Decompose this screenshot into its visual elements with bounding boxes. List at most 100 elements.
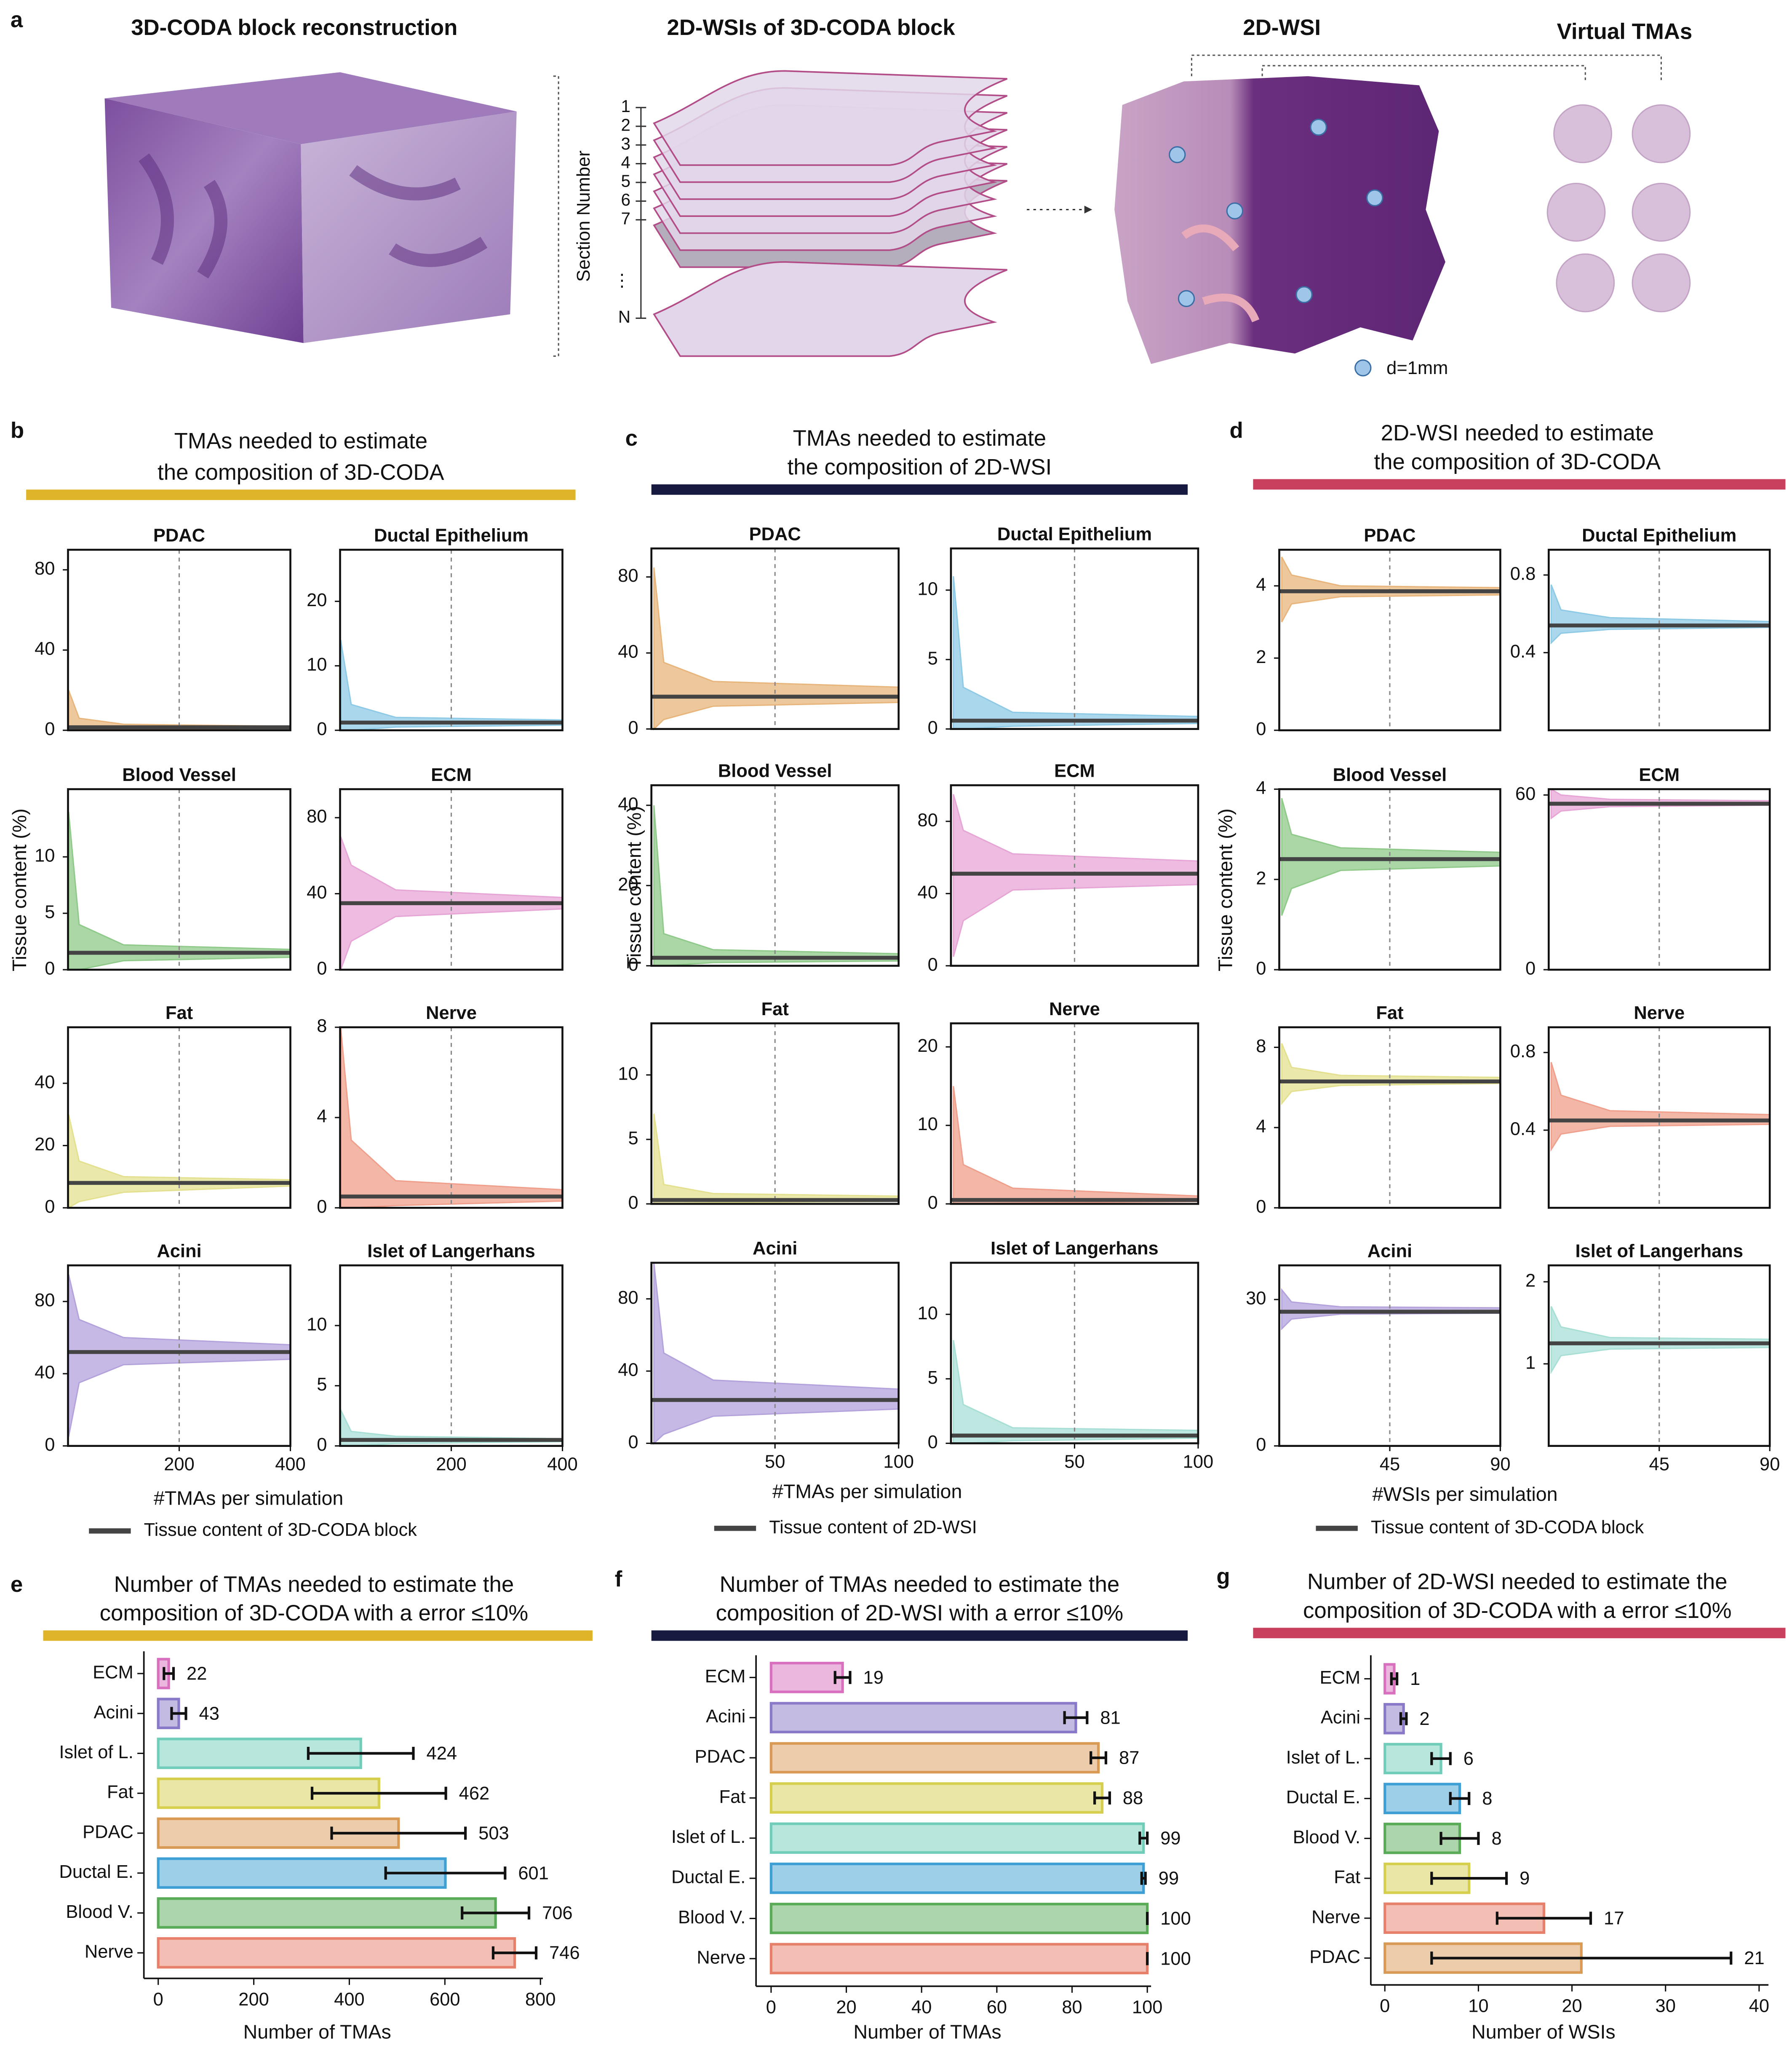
x-tick-label: 100 [1183,1452,1214,1472]
y-tick-label: 5 [45,902,55,922]
y-tick-label: 0 [928,1432,938,1452]
y-tick-label: Fat [1334,1867,1360,1888]
y-tick-label: 0 [1256,959,1266,979]
value-label: 88 [1123,1788,1143,1808]
simulation-band [1550,584,1771,645]
x-axis-label: Number of WSIs [1472,2021,1616,2043]
subplot-frame [67,788,291,971]
x-tick-label: 40 [911,1997,932,2018]
arrow-head [1084,206,1092,214]
y-tick-label: ECM [93,1663,134,1683]
x-tick-label: 40 [1749,1996,1769,2016]
y-tick-label: 20 [307,590,327,610]
bar [769,1782,1104,1814]
subplot-title: Islet of Langerhans [1575,1241,1743,1261]
subplot-frame [1547,1026,1771,1209]
subplot-title: PDAC [153,526,205,546]
y-tick-label: Acini [706,1706,745,1727]
chart-title: the composition of 2D-WSI [788,455,1052,480]
value-label: 100 [1160,1949,1191,1969]
subplot-title: Ductal Epithelium [374,526,529,546]
y-axis-label: Tissue content (%) [623,806,645,969]
subplot-frame [67,1026,291,1209]
y-tick-label: 10 [307,655,327,675]
x-tick-label: 100 [883,1452,914,1472]
y-tick-label: 0 [317,1197,327,1217]
y-tick-label: 10 [618,1064,638,1084]
bracket [553,75,559,357]
chart-title: the composition of 3D-CODA [1374,449,1661,474]
x-axis-label: #TMAs per simulation [772,1481,962,1503]
x-tick-label: 50 [765,1452,785,1472]
bar [769,1903,1149,1934]
y-tick-label: Nerve [697,1947,745,1968]
y-tick-label: 1 [1525,1353,1536,1373]
chart-title: Number of TMAs needed to estimate the [114,1572,514,1597]
y-tick-label: 0.4 [1510,642,1536,662]
y-tick-label: Fat [719,1787,746,1807]
y-tick-label: 80 [307,807,327,827]
value-label: 503 [478,1823,509,1844]
y-tick-label: 10 [918,579,938,599]
value-label: 1 [1410,1669,1420,1689]
subplot-title: Fat [1376,1003,1403,1023]
panel-letter: f [615,1567,622,1591]
x-tick-label: 20 [836,1997,856,2018]
subplot-title: PDAC [749,524,801,544]
y-tick-label: Islet of L. [671,1827,745,1847]
panel-letter: e [11,1572,23,1597]
y-tick-label: 40 [307,882,327,903]
section-label: N [618,307,630,326]
y-tick-label: 40 [618,794,638,814]
x-tick-label: 45 [1649,1454,1669,1475]
y-tick-label: 0 [628,1193,638,1213]
value-label: 9 [1520,1869,1530,1889]
legend-text: Tissue content of 3D-CODA block [144,1520,417,1540]
subplot-title: ECM [431,765,472,785]
subplot-frame [950,1022,1199,1205]
accent-bar [43,1630,593,1641]
y-tick-label: 2 [1525,1270,1536,1291]
y-tick-label: 40 [618,1360,638,1380]
y-tick-label: 10 [307,1314,327,1334]
y-tick-label: 0 [45,1435,55,1455]
value-label: 19 [863,1668,884,1688]
value-label: 100 [1160,1909,1191,1929]
bar [769,1943,1149,1975]
simulation-band [1550,1306,1771,1374]
y-tick-label: 0 [317,719,327,739]
value-label: 601 [518,1863,549,1883]
x-tick-label: 400 [334,1989,365,2010]
x-axis-label: Number of TMAs [853,2021,1001,2043]
x-tick-label: 10 [1468,1996,1488,2016]
y-tick-label: 0.8 [1510,564,1536,584]
subplot-title: Acini [753,1238,797,1259]
x-tick-label: 200 [238,1989,269,2010]
subplot-title: ECM [1054,761,1095,781]
y-tick-label: 0 [928,718,938,738]
x-tick-label: 80 [1062,1997,1082,2018]
simulation-band [953,1340,1199,1444]
y-tick-label: 0 [45,719,55,739]
chart-title: Number of 2D-WSI needed to estimate the [1307,1569,1727,1594]
panel-letter: b [11,418,24,443]
slice [653,261,1008,357]
y-tick-label: PDAC [83,1822,134,1842]
subplot-title: Ductal Epithelium [1582,526,1736,546]
x-tick-label: 100 [1132,1997,1163,2018]
subplot-title: Acini [157,1241,201,1261]
y-tick-label: 20 [918,1036,938,1056]
y-tick-label: Blood V. [1293,1827,1360,1847]
y-tick-label: 20 [35,1134,55,1155]
value-label: 22 [187,1664,207,1684]
panel-letter: c [625,426,638,451]
subplot-title: ECM [1639,765,1680,785]
accent-bar [651,1630,1188,1641]
connector [1191,54,1662,82]
x-tick-label: 60 [987,1997,1007,2018]
subplot-frame [950,784,1199,967]
value-label: 462 [459,1783,490,1804]
x-tick-label: 400 [547,1454,578,1475]
subplot-title: Nerve [426,1003,477,1023]
legend-text: d=1mm [1386,358,1448,378]
